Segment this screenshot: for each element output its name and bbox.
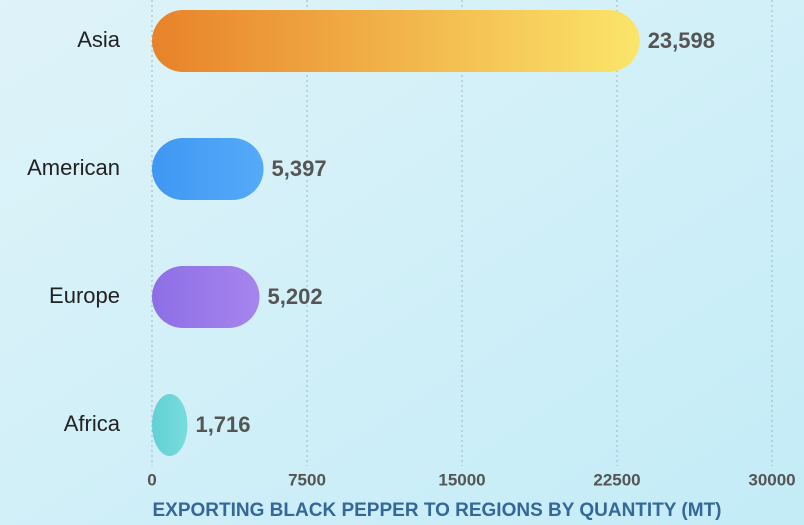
bar (152, 394, 188, 456)
value-label: 1,716 (195, 412, 250, 437)
bar (152, 266, 260, 328)
bar (152, 10, 640, 72)
y-tick-label: Africa (64, 411, 121, 436)
y-tick-label: Europe (49, 283, 120, 308)
bar (152, 138, 264, 200)
x-tick-label: 22500 (593, 470, 640, 489)
value-label: 5,397 (272, 156, 327, 181)
value-label: 23,598 (648, 28, 715, 53)
x-tick-label: 7500 (288, 470, 326, 489)
y-tick-label: Asia (77, 27, 121, 52)
x-tick-label: 30000 (748, 470, 795, 489)
x-tick-label: 0 (147, 470, 156, 489)
x-tick-label: 15000 (438, 470, 485, 489)
chart-title: EXPORTING BLACK PEPPER TO REGIONS BY QUA… (153, 500, 722, 521)
y-tick-label: American (27, 155, 120, 180)
value-label: 5,202 (268, 284, 323, 309)
